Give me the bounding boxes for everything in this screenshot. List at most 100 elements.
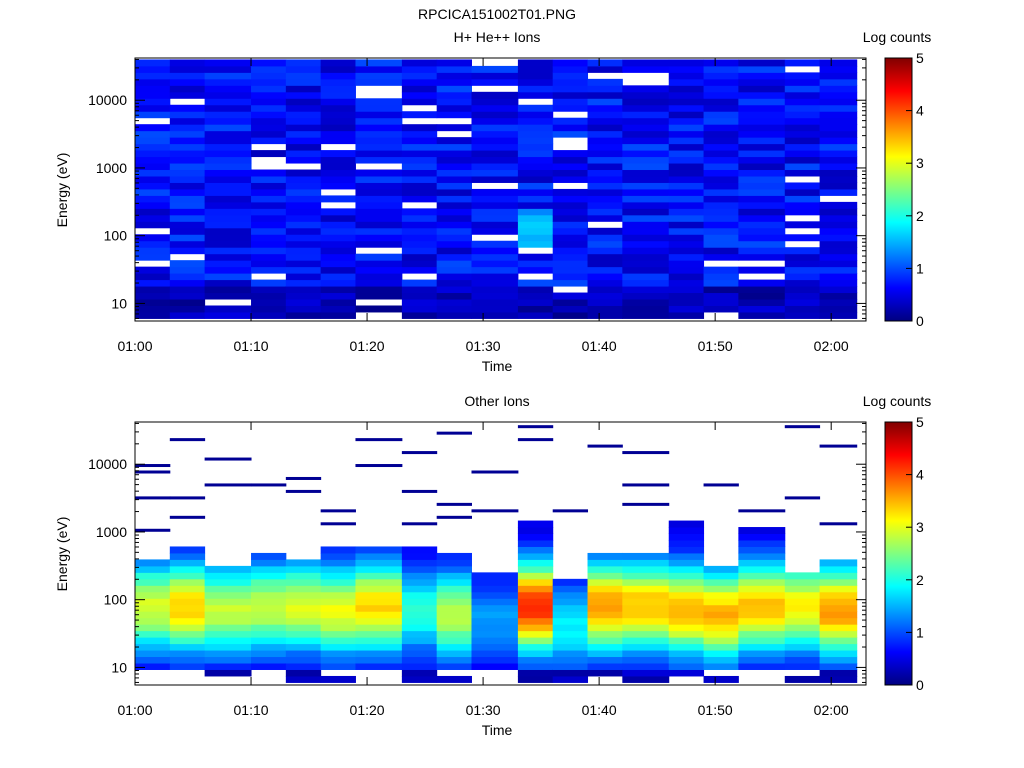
heatmap-cell <box>738 617 786 625</box>
heatmap-cell <box>320 195 356 203</box>
heatmap-cell <box>251 85 287 93</box>
heatmap-cell <box>436 675 472 683</box>
heatmap-cell <box>622 311 670 319</box>
heatmap-cell <box>436 624 472 632</box>
heatmap-cell <box>135 585 171 593</box>
heatmap-cell <box>668 611 705 619</box>
heatmap-cell <box>703 663 739 670</box>
heatmap-cell <box>471 292 519 300</box>
heatmap-cell <box>703 227 739 235</box>
heatmap-cell <box>355 195 403 203</box>
colorbar-tick-label: 4 <box>916 103 924 119</box>
heatmap-cell <box>204 637 252 645</box>
heatmap-cell <box>738 143 786 151</box>
heatmap-cell <box>738 637 786 645</box>
heatmap-cell <box>401 559 438 567</box>
heatmap-cell <box>471 260 519 268</box>
heatmap-cell <box>355 221 403 229</box>
heatmap-cell <box>401 669 438 677</box>
heatmap-cell <box>471 253 519 261</box>
heatmap-cell <box>471 117 519 125</box>
heatmap-cell <box>471 637 519 645</box>
heatmap-cell <box>517 425 554 429</box>
heatmap-cell <box>401 65 438 73</box>
colorbar-tick-label: 1 <box>916 260 924 276</box>
heatmap-cell <box>738 85 786 93</box>
heatmap-cell <box>552 201 589 209</box>
heatmap-cell <box>471 175 519 183</box>
heatmap-cell <box>436 182 472 190</box>
heatmap-cell <box>135 253 171 261</box>
heatmap-cell <box>738 552 786 560</box>
heatmap-cell <box>552 578 589 586</box>
heatmap-cell <box>668 650 705 658</box>
heatmap-cell <box>784 260 821 268</box>
heatmap-cell <box>668 214 705 222</box>
heatmap-cell <box>169 195 206 203</box>
heatmap-cell <box>436 143 472 151</box>
heatmap-cell <box>622 637 670 645</box>
heatmap-cell <box>251 292 287 300</box>
heatmap-cell <box>251 578 287 586</box>
heatmap-cell <box>552 98 589 106</box>
heatmap-cell <box>204 111 252 119</box>
heatmap-cell <box>285 273 322 281</box>
heatmap-cell <box>135 201 171 209</box>
heatmap-cell <box>784 182 821 190</box>
heatmap-cell <box>204 247 252 255</box>
heatmap-cell <box>738 59 786 67</box>
heatmap-cell <box>552 85 589 93</box>
heatmap-cell <box>285 656 322 664</box>
heatmap-cell <box>738 208 786 216</box>
heatmap-cell <box>285 305 322 313</box>
heatmap-cell <box>738 227 786 235</box>
heatmap-cell <box>738 214 786 222</box>
heatmap-cell <box>703 656 739 664</box>
heatmap-cell <box>668 227 705 235</box>
heatmap-cell <box>169 591 206 599</box>
heatmap-cell <box>204 292 252 300</box>
x-tick-label: 01:40 <box>582 338 617 354</box>
heatmap-cell <box>355 130 403 138</box>
heatmap-cell <box>204 201 252 209</box>
heatmap-cell <box>135 150 171 158</box>
heatmap-cell <box>169 663 206 670</box>
heatmap-cell <box>320 72 356 80</box>
heatmap-cell <box>587 195 623 203</box>
heatmap-cell <box>204 240 252 248</box>
heatmap-cell <box>552 273 589 281</box>
heatmap-cell <box>401 124 438 132</box>
heatmap-cell <box>355 643 403 651</box>
heatmap-cell <box>668 279 705 287</box>
heatmap-cell <box>169 247 206 255</box>
heatmap-cell <box>738 650 786 658</box>
heatmap-cell <box>320 234 356 242</box>
heatmap-cell <box>552 227 589 235</box>
heatmap-cell <box>204 643 252 651</box>
heatmap-cell <box>204 305 252 313</box>
heatmap-cell <box>401 137 438 145</box>
heatmap-cell <box>517 130 554 138</box>
heatmap-cell <box>204 656 252 664</box>
colorbar-ticks: 0 1 2 3 4 5 <box>906 414 924 693</box>
heatmap-cell <box>285 72 322 80</box>
heatmap-cell <box>622 227 670 235</box>
heatmap-cell <box>738 163 786 171</box>
heatmap-cell <box>703 279 739 287</box>
heatmap-cell <box>622 124 670 132</box>
heatmap-cell <box>320 598 356 606</box>
heatmap-cell <box>471 299 519 306</box>
heatmap-cell <box>738 201 786 209</box>
heatmap-cell <box>135 111 171 119</box>
heatmap-cell <box>436 98 472 106</box>
heatmap-cell <box>517 91 554 99</box>
heatmap-cell <box>436 91 472 99</box>
heatmap-cell <box>401 675 438 683</box>
heatmap-cell <box>738 292 786 300</box>
heatmap-cell <box>320 546 356 554</box>
heatmap-cell <box>668 273 705 281</box>
heatmap-cell <box>622 98 670 106</box>
y-tick-label: 1000 <box>96 160 127 176</box>
heatmap-cell <box>436 515 472 519</box>
